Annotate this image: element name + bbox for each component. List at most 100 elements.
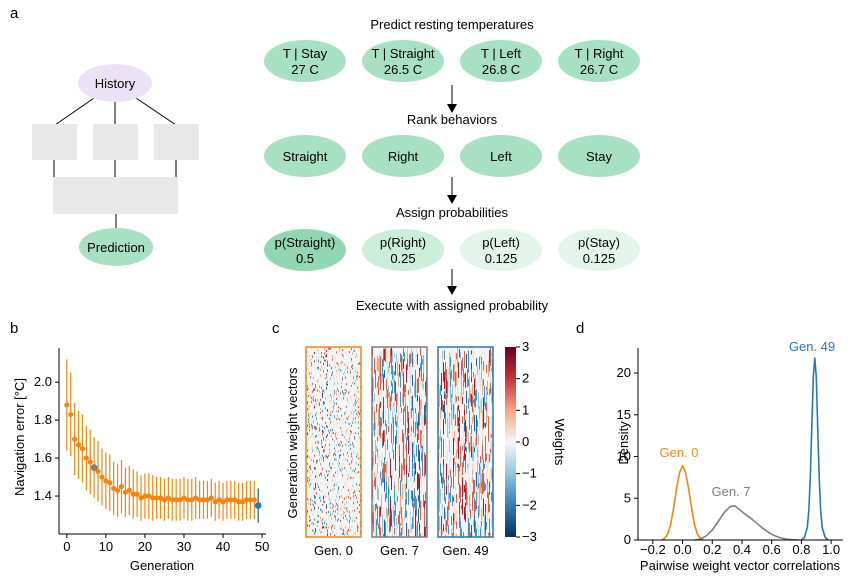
weight-cell: [405, 403, 406, 418]
weight-cell: [473, 519, 474, 527]
weight-cell: [336, 390, 337, 393]
weight-cell: [313, 396, 314, 399]
weight-cell: [414, 382, 415, 397]
weight-cell: [347, 433, 348, 436]
behavior-node-shape: [362, 229, 444, 271]
weight-cell: [309, 519, 310, 522]
weight-cell: [485, 532, 486, 537]
weight-cell: [321, 452, 322, 455]
weight-cell: [465, 480, 466, 489]
weight-cell: [387, 351, 388, 359]
weight-cell: [447, 381, 448, 400]
final-step: Execute with assigned probability: [356, 298, 549, 313]
weight-cell: [343, 397, 344, 400]
weight-cell: [413, 407, 414, 425]
weight-cell: [453, 457, 454, 473]
weight-cell: [337, 396, 338, 399]
weight-cell: [404, 352, 405, 362]
weight-cell: [327, 426, 328, 429]
weight-cell: [329, 431, 330, 434]
weight-cell: [315, 528, 316, 531]
weight-cell: [337, 362, 338, 365]
weight-cell: [491, 416, 492, 435]
weight-cell: [329, 364, 330, 367]
weight-cell: [346, 469, 347, 472]
weight-cell: [325, 474, 326, 477]
weight-cell: [442, 350, 443, 360]
weight-cell: [334, 402, 335, 405]
chart-d-ylabel: Density: [616, 421, 631, 465]
weight-cell: [446, 463, 447, 480]
weight-cell: [326, 523, 327, 526]
weight-cell: [348, 441, 349, 444]
weight-cell: [322, 392, 323, 395]
weight-cell: [413, 349, 414, 367]
weight-cell: [329, 464, 330, 467]
weight-cell: [314, 388, 315, 391]
weight-cell: [395, 363, 396, 375]
weight-cell: [470, 393, 471, 403]
weight-cell: [469, 376, 470, 390]
panel-label-c: c: [272, 320, 280, 337]
weight-cell: [312, 448, 313, 451]
weight-cell: [416, 525, 417, 537]
weight-cell: [459, 513, 460, 529]
weight-cell: [347, 371, 348, 374]
weight-cell: [317, 446, 318, 449]
weight-cell: [326, 386, 327, 389]
weight-cell: [377, 355, 378, 371]
weight-cell: [322, 425, 323, 428]
behavior-node-label: p(Stay): [578, 235, 620, 250]
weight-cell: [326, 511, 327, 514]
weight-cell: [334, 392, 335, 395]
weight-cell: [350, 395, 351, 398]
weight-cell: [318, 428, 319, 431]
weight-cell: [389, 516, 390, 532]
weight-cell: [374, 503, 375, 514]
weight-cell: [463, 531, 464, 537]
weight-cell: [475, 521, 476, 537]
weight-cell: [456, 493, 457, 503]
weight-cell: [334, 488, 335, 491]
weight-cell: [338, 460, 339, 463]
weight-cell: [424, 504, 425, 524]
weight-cell: [330, 533, 331, 536]
weight-cell: [357, 422, 358, 425]
colorbar-tick-label: 2: [522, 371, 529, 386]
weight-cell: [458, 362, 459, 378]
weight-cell: [328, 417, 329, 420]
weight-cell: [352, 484, 353, 487]
weight-cell: [333, 419, 334, 422]
weight-cell: [456, 533, 457, 537]
weight-cell: [351, 358, 352, 361]
weight-cell: [312, 513, 313, 516]
weight-cell: [321, 520, 322, 523]
weight-cell: [329, 452, 330, 455]
weight-cell: [323, 450, 324, 453]
weight-cell: [347, 486, 348, 489]
weight-cell: [344, 363, 345, 366]
weight-cell: [337, 414, 338, 417]
weight-cell: [326, 455, 327, 458]
weight-cell: [415, 510, 416, 530]
weight-cell: [352, 535, 353, 537]
weight-cell: [489, 350, 490, 363]
weight-cell: [319, 528, 320, 531]
weight-cell: [460, 351, 461, 360]
weight-cell: [466, 482, 467, 492]
hidden-unit-box: [32, 124, 77, 160]
weight-cell: [407, 421, 408, 441]
weight-cell: [338, 443, 339, 446]
weight-cell: [425, 526, 426, 537]
weight-cell: [399, 528, 400, 537]
weight-cell: [359, 437, 360, 440]
weight-cell: [471, 369, 472, 378]
weight-cell: [338, 368, 339, 371]
weight-cell: [454, 415, 455, 427]
weight-cell: [341, 495, 342, 498]
behavior-node-label: p(Right): [380, 235, 426, 250]
weight-cell: [311, 357, 312, 360]
weight-cell: [311, 347, 312, 350]
weight-cell: [324, 501, 325, 504]
weight-cell: [404, 406, 405, 412]
